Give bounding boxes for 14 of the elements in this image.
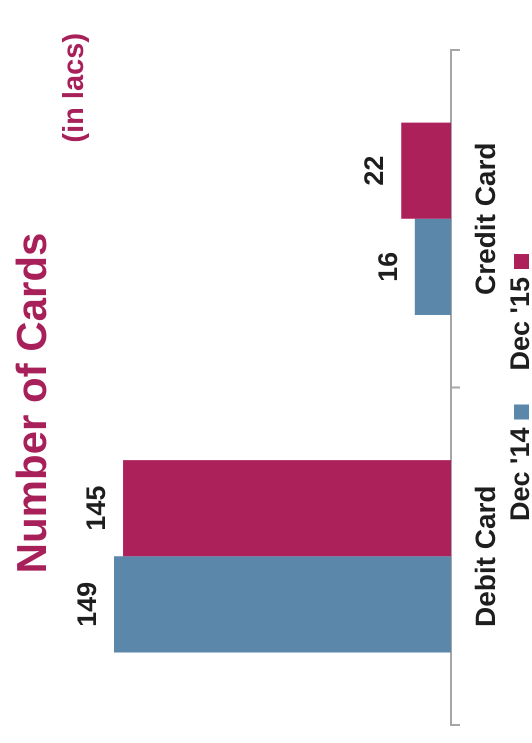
legend-label: Dec '14 xyxy=(505,427,532,521)
y-tick-label: Debit Card xyxy=(470,485,501,628)
bar xyxy=(123,460,451,556)
data-label: 149 xyxy=(72,582,102,627)
bar xyxy=(414,218,451,315)
bar xyxy=(401,122,451,219)
text: (in lacs) xyxy=(58,33,90,143)
data-label: 145 xyxy=(81,486,112,531)
y-tick-label: Credit Card xyxy=(470,142,501,295)
legend-label: Dec '15 xyxy=(505,277,532,370)
data-label: 16 xyxy=(372,252,403,282)
data-label: 22 xyxy=(359,156,390,186)
bar xyxy=(114,556,451,652)
text: Number of Cards xyxy=(8,232,55,574)
